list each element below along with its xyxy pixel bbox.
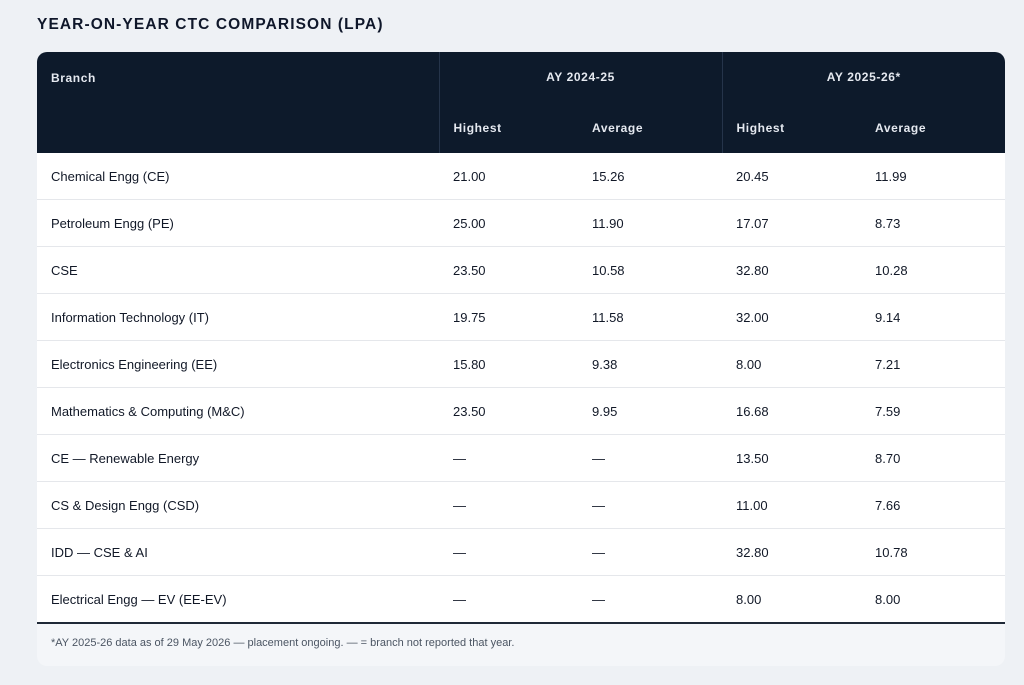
branch-cell: IDD — CSE & AI [37,528,439,576]
highest-2025-cell: 8.00 [722,575,862,624]
table-row: Electrical Engg — EV (EE-EV) — —8.00 8.00 [37,575,1005,624]
average-2024-cell: 10.58 [578,246,723,294]
highest-2024-cell: 19.75 [439,293,578,341]
footnote: *AY 2025-26 data as of 29 May 2026 — pla… [51,637,515,649]
highest-2025-cell: 13.50 [722,434,862,482]
table-body: Chemical Engg (CE) 21.00 15.26 20.45 11.99 Pe… [37,153,1005,624]
branch-cell: Information Technology (IT) [37,293,439,341]
table-row: IDD — CSE & AI — —32.80 10.78 [37,528,1005,576]
average-2024-cell: 11.58 [578,293,723,341]
average-2025-cell: 8.00 [861,575,1005,624]
group-header-ay-2025-26: AY 2025-26* [721,52,1005,102]
highest-2025-cell: 8.00 [722,340,862,388]
highest-2024-cell: — [439,575,578,624]
table-row: Chemical Engg (CE) 21.00 15.26 20.45 11.99 [37,153,1005,200]
highest-2024-cell: 23.50 [439,387,578,435]
branch-cell: Chemical Engg (CE) [37,153,439,200]
branch-cell: Electronics Engineering (EE) [37,340,439,388]
highest-2025-cell: 20.45 [722,153,862,200]
highest-2024-cell: — [439,481,578,529]
ctc-comparison-card: Branch AY 2024-25 AY 2025-26* Highest Av… [37,52,1005,666]
page-title: YEAR-ON-YEAR CTC COMPARISON (LPA) [37,16,384,33]
highest-2024-cell: 25.00 [439,199,578,247]
average-2025-cell: 10.28 [861,246,1005,294]
table-row: Petroleum Engg (PE) 25.00 11.90 17.07 8.73 [37,199,1005,247]
highest-2024-cell: — [439,528,578,576]
branch-cell: CSE [37,246,439,294]
branch-cell: Petroleum Engg (PE) [37,199,439,247]
average-2024-cell: — [578,528,723,576]
table-row: Information Technology (IT) 19.75 11.58 32.… [37,293,1005,341]
branch-cell: Electrical Engg — EV (EE-EV) [37,575,439,624]
average-2024-cell: — [578,481,723,529]
highest-2024-cell: 21.00 [439,153,578,200]
highest-2025-cell: 16.68 [722,387,862,435]
branch-column-header: Branch [37,52,439,153]
average-2025-cell: 7.21 [861,340,1005,388]
average-2024-cell: 15.26 [578,153,723,200]
table-row: Electronics Engineering (EE) 15.80 9.38 8.0… [37,340,1005,388]
header-row-groups: Branch AY 2024-25 AY 2025-26* [37,52,1005,153]
subheader-highest-2024: Highest [438,102,578,153]
average-2025-cell: 8.73 [861,199,1005,247]
highest-2024-cell: 15.80 [439,340,578,388]
highest-2025-cell: 11.00 [722,481,862,529]
average-2025-cell: 7.66 [861,481,1005,529]
subheader-average-2025: Average [861,102,1005,153]
subheader-highest-2025: Highest [721,102,862,153]
average-2024-cell: — [578,434,723,482]
group-header-ay-2024-25: AY 2024-25 [438,52,723,102]
average-2024-cell: — [578,575,723,624]
average-2024-cell: 9.38 [578,340,723,388]
average-2025-cell: 8.70 [861,434,1005,482]
header-row-metrics: Highest Average Highest Average [37,102,1005,153]
average-2025-cell: 10.78 [861,528,1005,576]
branch-cell: Mathematics & Computing (M&C) [37,387,439,435]
average-2024-cell: 9.95 [578,387,723,435]
average-2025-cell: 7.59 [861,387,1005,435]
subheader-average-2024: Average [578,102,723,153]
highest-2025-cell: 32.80 [722,528,862,576]
table-row: CS & Design Engg (CSD) — —11.00 7.66 [37,481,1005,529]
highest-2025-cell: 32.80 [722,246,862,294]
average-2025-cell: 11.99 [861,153,1005,200]
highest-2025-cell: 17.07 [722,199,862,247]
table-row: Mathematics & Computing (M&C) 23.50 9.95 16… [37,387,1005,435]
branch-cell: CE — Renewable Energy [37,434,439,482]
highest-2025-cell: 32.00 [722,293,862,341]
average-2024-cell: 11.90 [578,199,723,247]
table-row: CE — Renewable Energy — —13.50 8.70 [37,434,1005,482]
ctc-comparison-table: Branch AY 2024-25 AY 2025-26* Highest Av… [37,52,1005,624]
highest-2024-cell: — [439,434,578,482]
branch-cell: CS & Design Engg (CSD) [37,481,439,529]
highest-2024-cell: 23.50 [439,246,578,294]
average-2025-cell: 9.14 [861,293,1005,341]
table-row: CSE 23.50 10.58 32.80 10.28 [37,246,1005,294]
